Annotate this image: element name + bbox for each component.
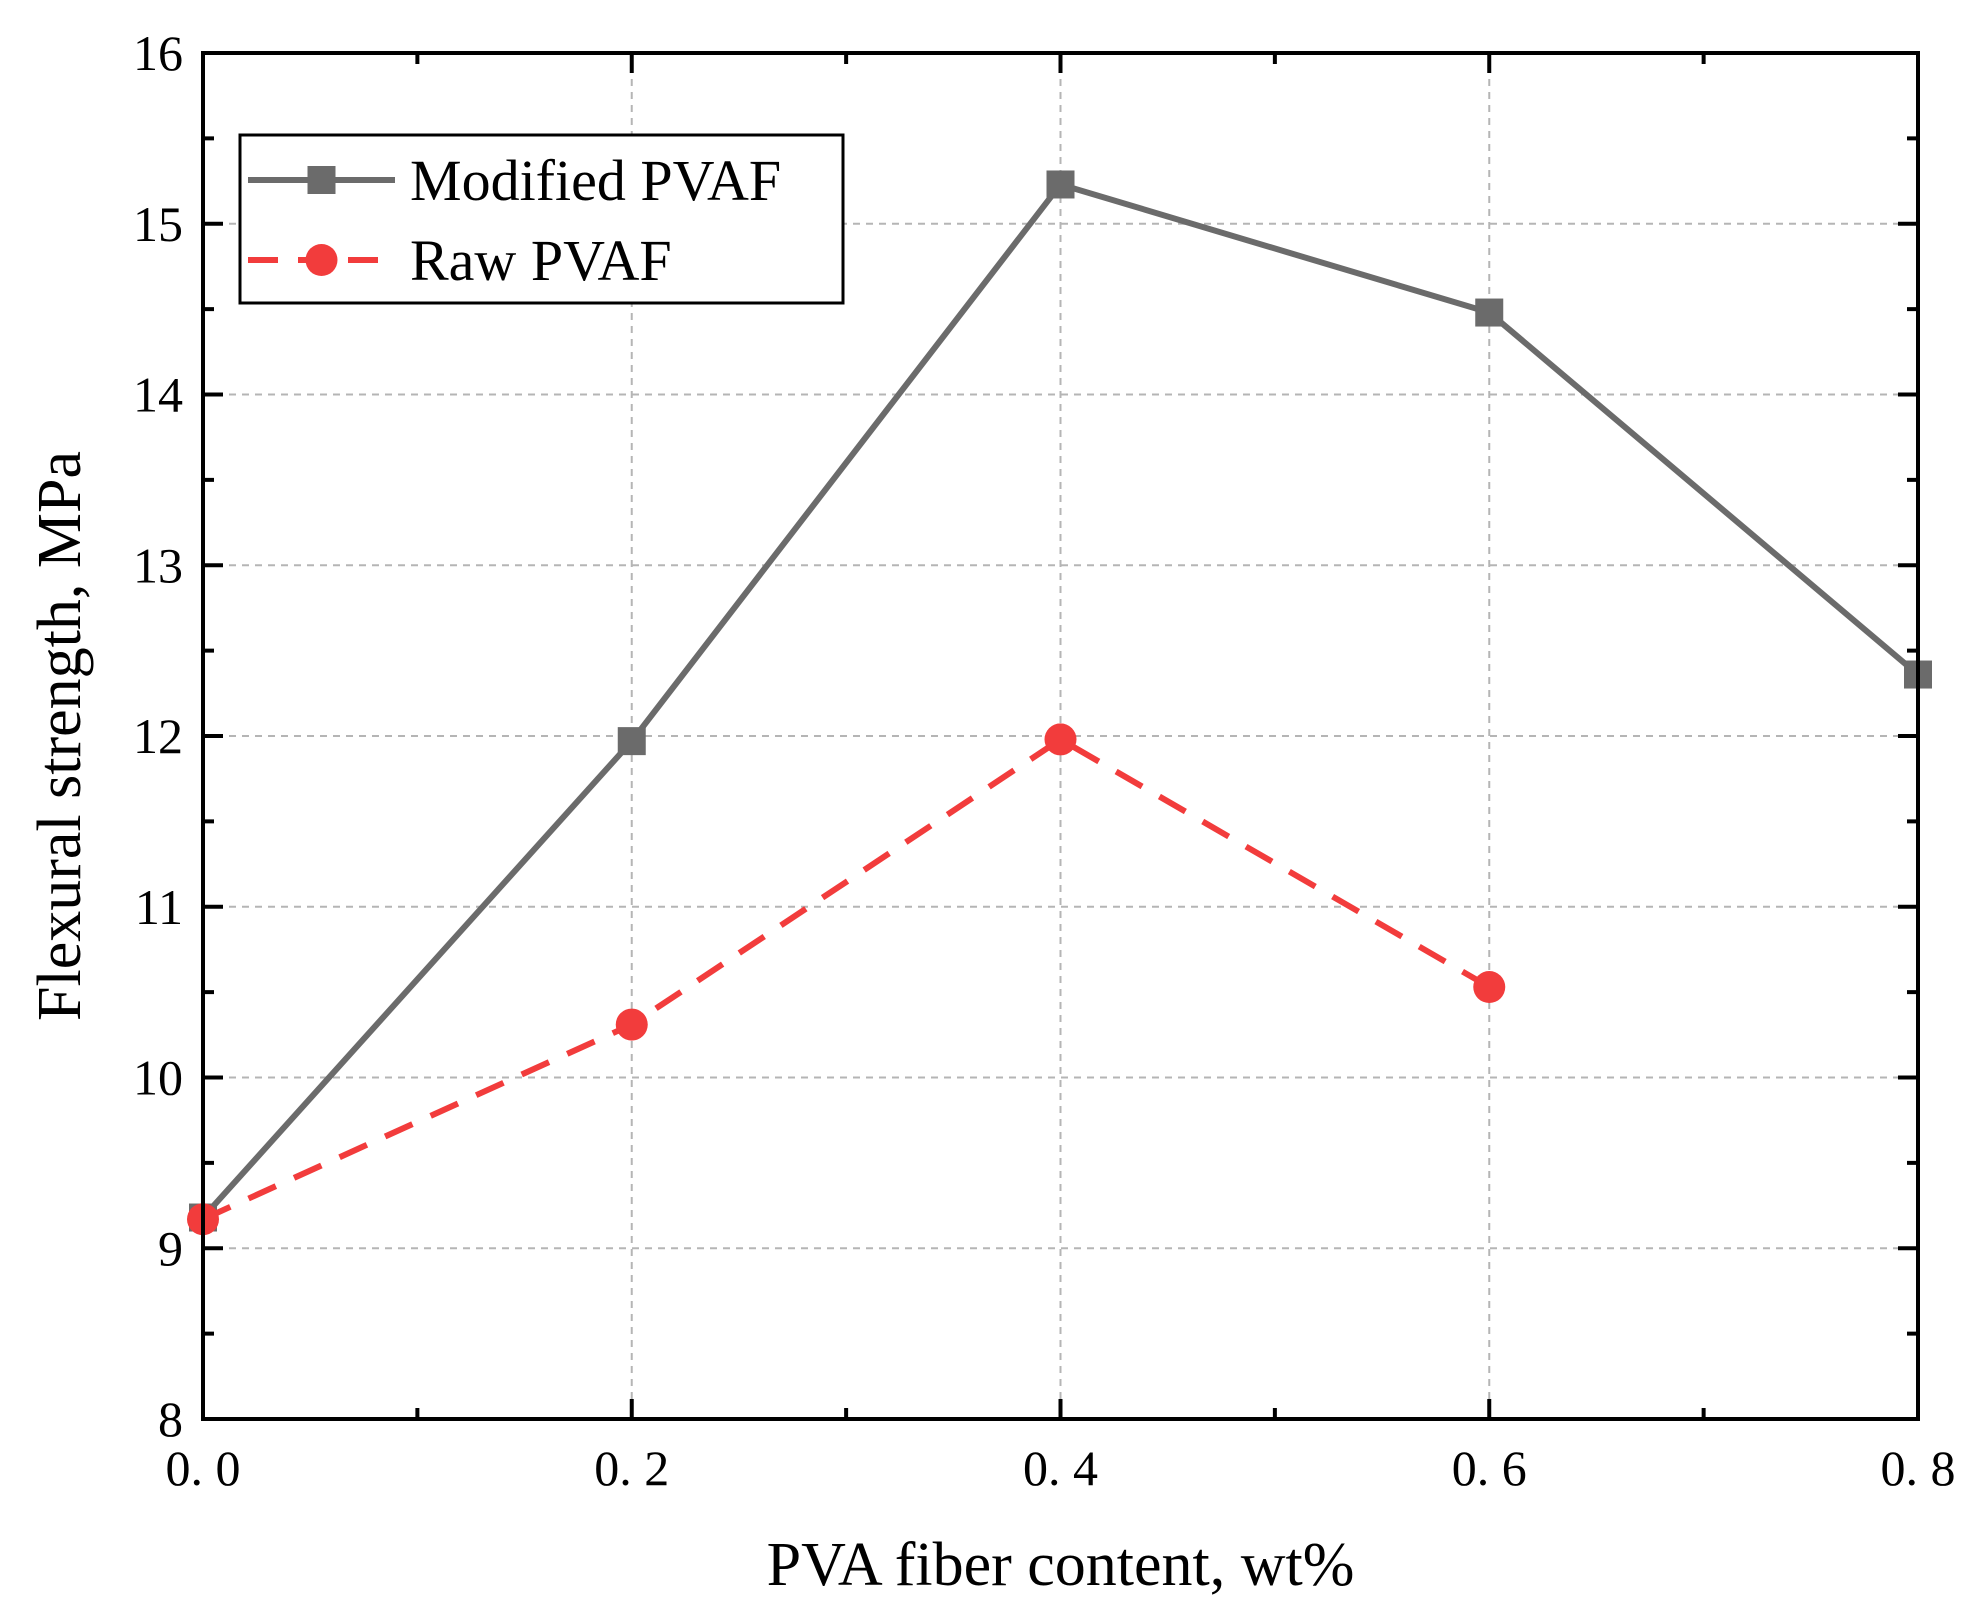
x-axis-title: PVA fiber content, wt% <box>767 1531 1355 1599</box>
x-tick-label: 0. 8 <box>1881 1440 1956 1496</box>
legend-label: Raw PVAF <box>410 228 672 293</box>
legend-box <box>238 133 845 305</box>
series-1 <box>187 723 1506 1236</box>
legend: Modified PVAF Raw PVAF <box>238 133 845 305</box>
y-tick-label: 13 <box>133 537 183 593</box>
y-tick-label: 12 <box>133 708 183 764</box>
data-point <box>1473 971 1506 1004</box>
data-point <box>1475 298 1504 327</box>
y-tick-label: 9 <box>158 1220 183 1276</box>
y-tick-label: 16 <box>133 25 183 81</box>
data-point <box>1044 723 1077 756</box>
x-tick-label: 0. 2 <box>594 1440 669 1496</box>
data-point <box>1046 170 1075 199</box>
y-tick-label: 15 <box>133 196 183 252</box>
y-tick-label: 11 <box>135 879 183 935</box>
y-tick-label: 14 <box>133 367 183 423</box>
series-line <box>201 736 1491 1222</box>
y-tick-label: 8 <box>158 1391 183 1447</box>
x-tick-label: 0. 4 <box>1023 1440 1098 1496</box>
y-axis-title: Flexural strength, MPa <box>26 451 94 1021</box>
x-tick-label: 0. 0 <box>166 1440 241 1496</box>
tick-labels: 0. 0 0. 2 0. 4 0. 6 0. 8 8 9 10 11 12 13 14 15 16 <box>133 25 1956 1496</box>
series-layer <box>187 170 1932 1236</box>
y-tick-label: 10 <box>133 1050 183 1106</box>
ticks <box>201 51 1920 1421</box>
legend-label: Modified PVAF <box>410 148 781 213</box>
data-point <box>617 727 646 756</box>
legend-marker <box>307 166 336 194</box>
data-point <box>615 1008 648 1041</box>
legend-marker <box>305 244 338 276</box>
x-tick-label: 0. 6 <box>1452 1440 1527 1496</box>
